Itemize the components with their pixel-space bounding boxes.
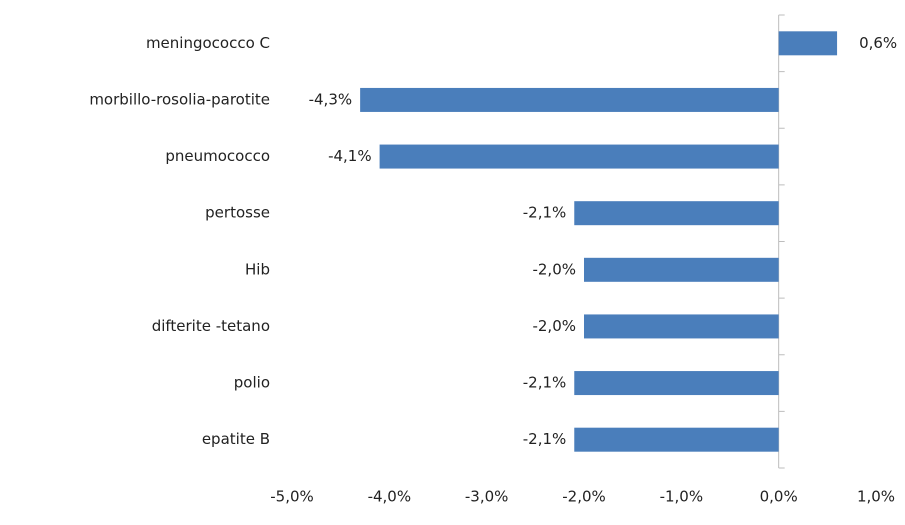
category-label: pertosse xyxy=(205,204,270,222)
x-tick-label: 0,0% xyxy=(760,488,798,506)
value-label: -2,1% xyxy=(523,430,567,448)
value-label: 0,6% xyxy=(859,34,897,52)
category-label: meningococco C xyxy=(146,34,270,52)
x-tick-label: -4,0% xyxy=(368,488,412,506)
category-label: Hib xyxy=(245,260,270,278)
category-label: epatite B xyxy=(202,430,270,448)
category-label: morbillo-rosolia-parotite xyxy=(89,90,270,108)
x-tick-label: -5,0% xyxy=(270,488,314,506)
value-label: -2,1% xyxy=(523,204,567,222)
value-label: -2,1% xyxy=(523,374,567,392)
x-tick-label: -3,0% xyxy=(465,488,509,506)
bar xyxy=(584,257,779,282)
x-tick-label: 1,0% xyxy=(857,488,895,506)
bar xyxy=(778,31,838,56)
category-label: polio xyxy=(234,374,270,392)
category-label: pneumococco xyxy=(165,147,270,165)
bar xyxy=(574,201,779,226)
bar xyxy=(574,427,779,452)
bar xyxy=(360,87,779,112)
x-tick-label: -1,0% xyxy=(660,488,704,506)
value-label: -4,1% xyxy=(328,147,372,165)
value-label: -2,0% xyxy=(532,317,576,335)
value-label: -2,0% xyxy=(532,260,576,278)
bar xyxy=(379,144,779,169)
bar xyxy=(584,314,779,339)
bar xyxy=(574,371,779,396)
x-tick-label: -2,0% xyxy=(562,488,606,506)
value-label: -4,3% xyxy=(309,90,353,108)
category-label: difterite -tetano xyxy=(152,317,270,335)
